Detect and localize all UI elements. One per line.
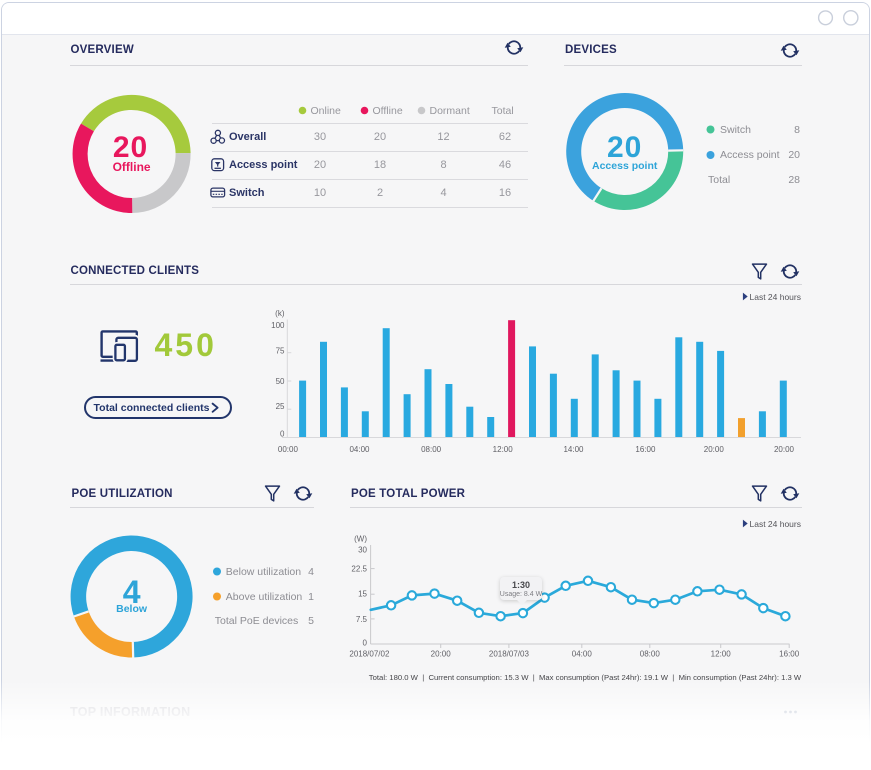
svg-text:15: 15 (358, 590, 367, 599)
svg-text:25: 25 (276, 402, 285, 411)
svg-text:08:00: 08:00 (640, 650, 661, 659)
svg-text:2018/07/03: 2018/07/03 (489, 650, 530, 659)
svg-text:7.5: 7.5 (356, 615, 368, 624)
svg-text:16:00: 16:00 (779, 650, 800, 659)
svg-text:30: 30 (358, 546, 367, 555)
svg-text:22.5: 22.5 (351, 564, 367, 573)
svg-text:20:00: 20:00 (704, 445, 725, 454)
svg-text:100: 100 (271, 321, 285, 330)
svg-text:75: 75 (276, 347, 285, 356)
svg-text:08:00: 08:00 (421, 445, 442, 454)
svg-text:0: 0 (363, 638, 368, 647)
svg-text:12:00: 12:00 (493, 445, 514, 454)
svg-text:14:00: 14:00 (563, 445, 584, 454)
svg-text:20:00: 20:00 (774, 445, 795, 454)
svg-text:(W): (W) (354, 535, 367, 544)
svg-text:00:00: 00:00 (278, 445, 299, 454)
svg-text:(k): (k) (275, 309, 285, 318)
svg-text:50: 50 (276, 377, 285, 386)
svg-text:0: 0 (280, 430, 285, 439)
svg-text:04:00: 04:00 (349, 445, 370, 454)
svg-text:12:00: 12:00 (711, 650, 732, 659)
svg-text:20:00: 20:00 (431, 650, 452, 659)
svg-text:2018/07/02: 2018/07/02 (349, 650, 390, 659)
svg-text:16:00: 16:00 (635, 445, 656, 454)
svg-text:04:00: 04:00 (572, 650, 593, 659)
